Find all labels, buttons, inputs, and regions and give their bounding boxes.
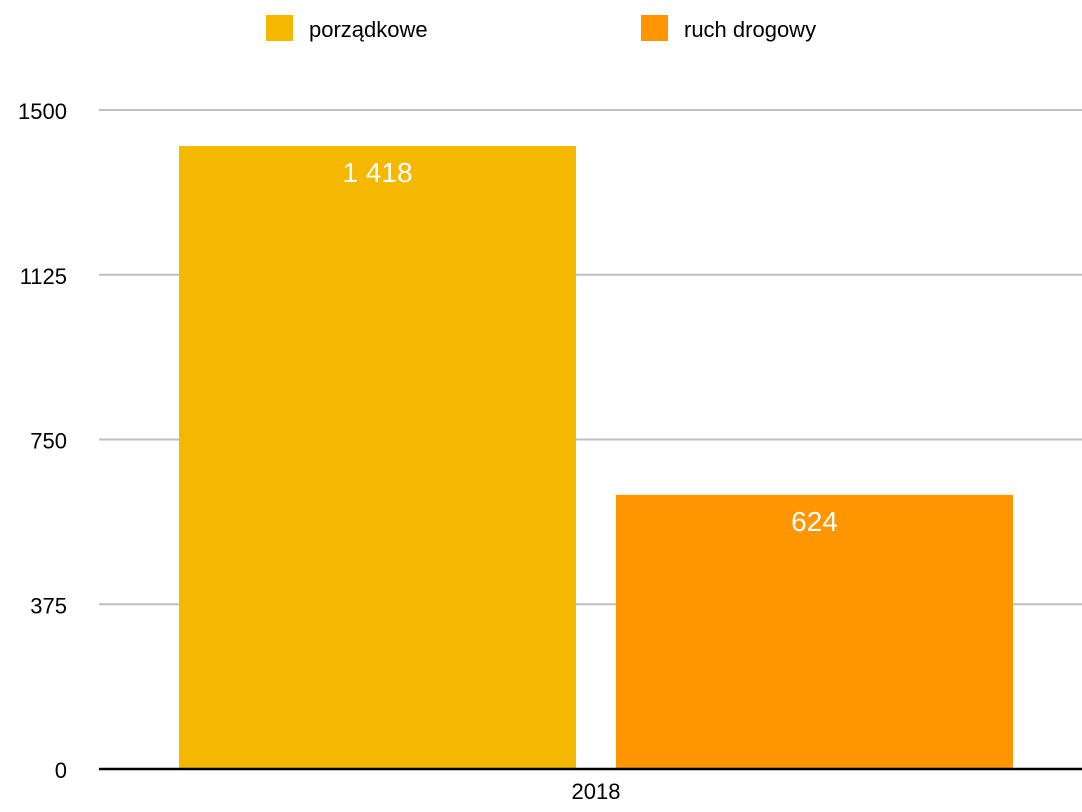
y-axis-tick-labels: 0 375 750 1125 1500	[18, 99, 67, 783]
bars	[179, 146, 1013, 769]
legend-label-ruch-drogowy: ruch drogowy	[684, 17, 816, 42]
y-tick-label-750: 750	[30, 429, 67, 454]
bar-ruch-drogowy	[616, 494, 1013, 769]
legend-swatch-porzadkowe	[266, 15, 293, 41]
bar-porzadkowe	[179, 146, 576, 769]
data-label-ruch-drogowy: 624	[791, 506, 838, 537]
legend-label-porzadkowe: porządkowe	[309, 17, 428, 42]
x-axis: 2018	[99, 767, 1082, 804]
data-labels: 1 418 624	[342, 157, 837, 537]
y-tick-label-375: 375	[30, 593, 67, 618]
legend: porządkowe ruch drogowy	[266, 15, 816, 42]
x-tick-label-2018: 2018	[572, 779, 621, 804]
y-tick-label-1125: 1125	[20, 264, 67, 289]
legend-swatch-ruch-drogowy	[641, 15, 668, 41]
y-tick-label-1500: 1500	[18, 99, 67, 124]
data-label-porzadkowe: 1 418	[342, 157, 412, 188]
y-tick-label-0: 0	[55, 758, 67, 783]
